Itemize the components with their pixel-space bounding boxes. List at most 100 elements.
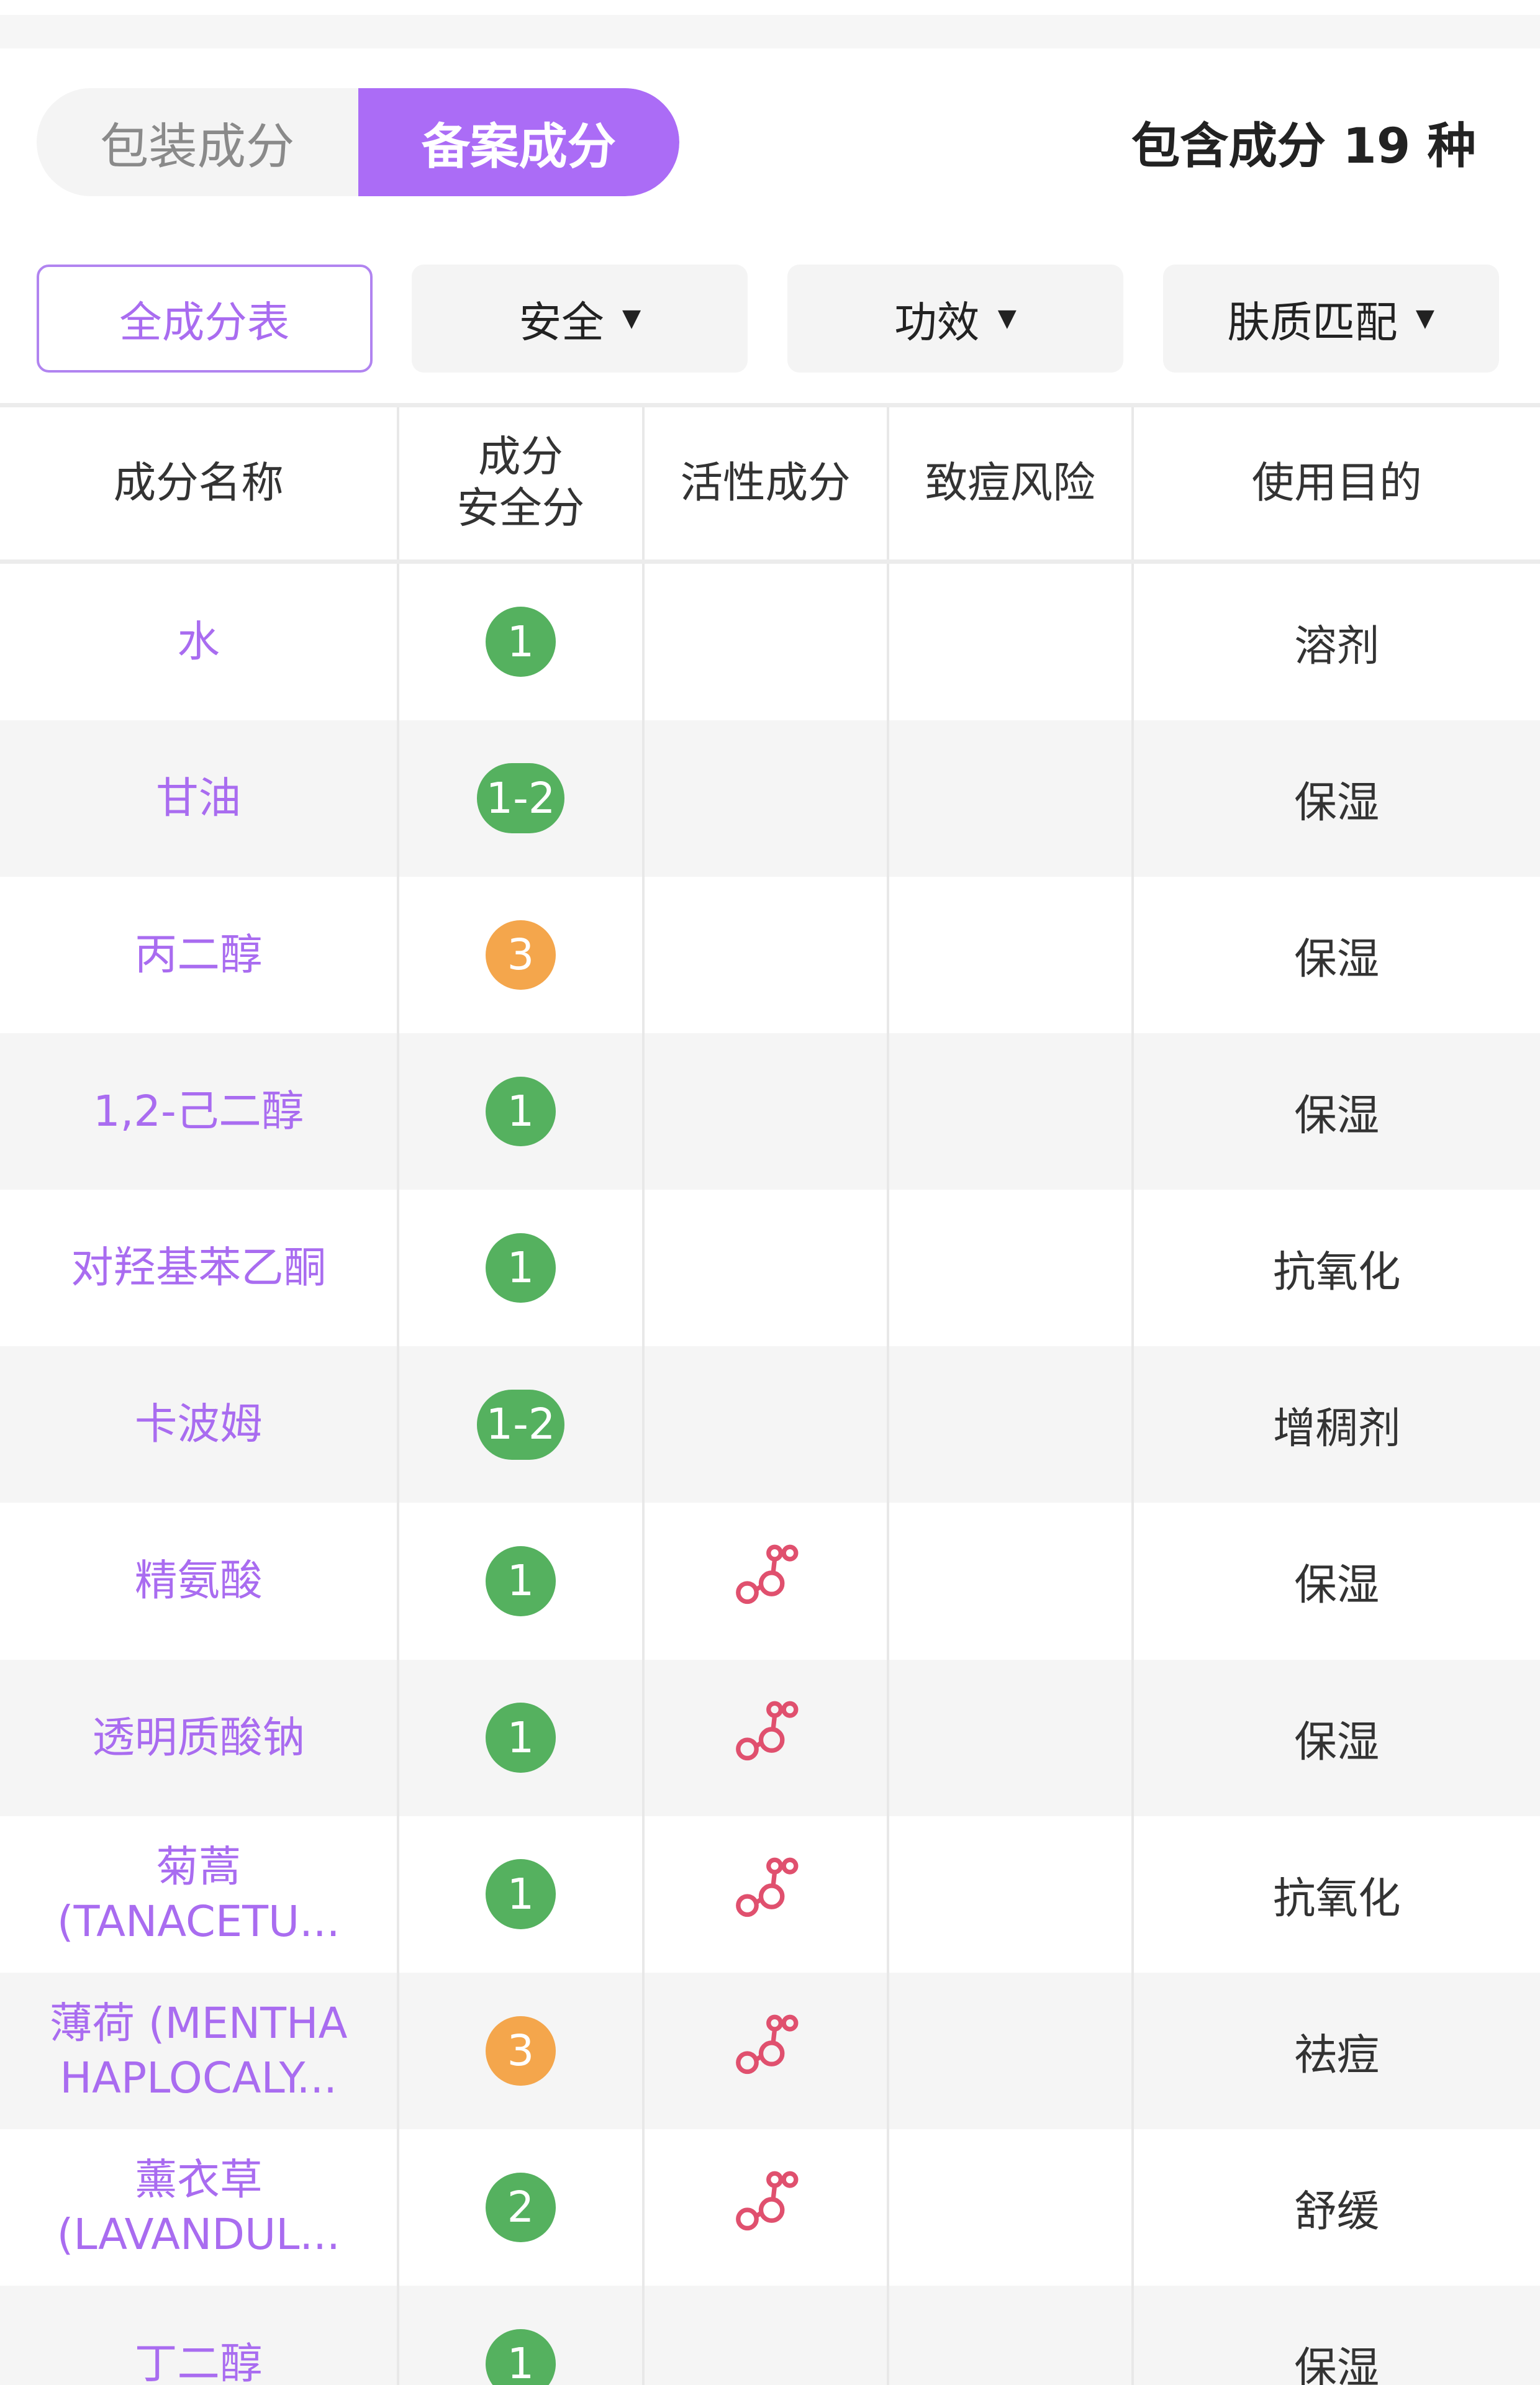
active-cell [643, 1190, 889, 1347]
purpose-cell: 抗氧化 [1272, 1247, 1401, 1298]
ingredient-name[interactable]: 透明质酸钠 [0, 1659, 400, 1816]
acne-risk-cell [887, 1659, 1134, 1816]
table-row[interactable]: 薄荷 (MENTHA HAPLOCALY... 3 祛痘 [0, 1972, 1540, 2129]
acne-risk-cell [887, 1190, 1134, 1347]
col-header-active: 活性成分 [643, 402, 889, 564]
acne-risk-cell [887, 1816, 1134, 1973]
ingredient-name[interactable]: 1,2-己二醇 [0, 1033, 400, 1190]
safety-score-badge: 1 [486, 1233, 556, 1303]
table-row[interactable]: 水 1 溶剂 [0, 561, 1540, 720]
table-row[interactable]: 卡波姆 1-2 增稠剂 [0, 1346, 1540, 1503]
safety-score-badge: 2 [486, 2172, 556, 2243]
purpose-cell: 保湿 [1132, 720, 1540, 877]
safety-score-cell: 3 [398, 876, 645, 1033]
filter-all-ingredients[interactable]: 全成分表 [36, 264, 373, 373]
safety-score-cell: 1 [398, 1190, 645, 1347]
acne-risk-cell [887, 876, 1134, 1033]
tab-packaging-ingredients[interactable]: 包装成分 [99, 118, 295, 175]
ingredient-name[interactable]: 甘油 [0, 720, 400, 877]
caret-down-icon: ▼ [1415, 304, 1434, 333]
table-row[interactable]: 菊蒿 (TANACETU... 1 抗氧化 [0, 1816, 1540, 1973]
safety-score-cell: 1-2 [398, 1346, 645, 1503]
caret-down-icon: ▼ [997, 304, 1017, 333]
active-cell [643, 720, 889, 877]
acne-risk-cell [887, 720, 1134, 877]
col-header-name: 成分名称 [0, 402, 400, 564]
acne-risk-cell [887, 1346, 1134, 1503]
active-cell [643, 1816, 889, 1973]
safety-score-badge: 3 [486, 2016, 556, 2086]
ingredient-count: 包含成分 19 种 [1131, 118, 1476, 175]
top-divider [0, 15, 1540, 49]
filter-label: 全成分表 [119, 297, 290, 348]
ingredient-name[interactable]: 丙二醇 [0, 876, 400, 1033]
purpose-cell: 祛痘 [1132, 1972, 1540, 2129]
filter-skin-type-dropdown[interactable]: 肤质匹配 ▼ [1162, 264, 1499, 373]
ingredient-table: 成分名称 成分 安全分 活性成分 致痘风险 使用目的 水 1 溶剂 甘油 1-2 保湿 丙二… [0, 402, 1540, 2385]
active-cell [643, 1033, 889, 1190]
ingredient-name[interactable]: 丁二醇 [0, 2286, 400, 2385]
purpose-cell: 保湿 [1294, 934, 1380, 984]
safety-score-badge: 1 [486, 1703, 556, 1773]
filter-label: 肤质匹配 [1227, 297, 1398, 348]
table-row[interactable]: 丙二醇 3 保湿 [0, 876, 1540, 1033]
ingredient-name[interactable]: 水 [0, 561, 400, 720]
acne-risk-cell [887, 2286, 1134, 2385]
safety-score-cell: 1 [398, 561, 645, 720]
ingredient-name[interactable]: 薰衣草 (LAVANDUL... [0, 2129, 400, 2286]
safety-score-cell: 1 [398, 1503, 645, 1660]
active-cell [643, 1346, 889, 1503]
purpose-cell: 保湿 [1132, 1659, 1540, 1816]
acne-risk-cell [887, 561, 1134, 720]
active-cell [643, 2286, 889, 2385]
safety-score-badge: 1 [486, 2328, 556, 2385]
acne-risk-cell [887, 2129, 1134, 2286]
safety-score-badge: 1 [486, 1546, 556, 1616]
table-row[interactable]: 对羟基苯乙酮 1 抗氧化 [0, 1190, 1540, 1347]
table-row[interactable]: 丁二醇 1 保湿 [0, 2286, 1540, 2385]
safety-score-cell: 1 [398, 1816, 645, 1973]
purpose-cell: 保湿 [1294, 1560, 1380, 1611]
ingredient-name[interactable]: 精氨酸 [0, 1503, 400, 1660]
table-row[interactable]: 透明质酸钠 1 保湿 [0, 1659, 1540, 1816]
ingredient-name[interactable]: 对羟基苯乙酮 [0, 1190, 400, 1347]
molecule-icon [732, 2014, 799, 2089]
safety-score-cell: 1 [398, 1033, 645, 1190]
filter-efficacy-dropdown[interactable]: 功效 ▼ [787, 264, 1124, 373]
active-cell [643, 2129, 889, 2286]
acne-risk-cell [887, 1503, 1134, 1660]
purpose-cell: 溶剂 [1294, 621, 1380, 671]
molecule-icon [732, 1701, 799, 1776]
table-row[interactable]: 1,2-己二醇 1 保湿 [0, 1033, 1540, 1190]
table-row[interactable]: 薰衣草 (LAVANDUL... 2 舒缓 [0, 2129, 1540, 2286]
filter-safety-dropdown[interactable]: 安全 ▼ [412, 264, 748, 373]
safety-score-badge: 1-2 [476, 763, 565, 834]
purpose-cell: 保湿 [1132, 2286, 1540, 2385]
safety-score-cell: 1-2 [398, 720, 645, 877]
molecule-icon [732, 1858, 799, 1933]
ingredient-name[interactable]: 卡波姆 [0, 1346, 400, 1503]
tab-registered-ingredients[interactable]: 备案成分 [358, 88, 680, 196]
safety-score-cell: 2 [398, 2129, 645, 2286]
acne-risk-cell [887, 1033, 1134, 1190]
caret-down-icon: ▼ [622, 304, 641, 333]
col-header-acne-risk: 致痘风险 [887, 402, 1134, 564]
table-row[interactable]: 甘油 1-2 保湿 [0, 720, 1540, 877]
purpose-cell: 增稠剂 [1132, 1346, 1540, 1503]
active-cell [643, 561, 889, 720]
molecule-icon [732, 2171, 799, 2246]
safety-score-badge: 1 [486, 1859, 556, 1929]
filter-bar: 全成分表 安全 ▼ 功效 ▼ 肤质匹配 ▼ [36, 264, 1499, 373]
active-cell [643, 1659, 889, 1816]
safety-score-badge: 1 [486, 607, 556, 677]
ingredient-name[interactable]: 菊蒿 (TANACETU... [0, 1816, 400, 1973]
ingredient-name[interactable]: 薄荷 (MENTHA HAPLOCALY... [0, 1972, 400, 2129]
ingredient-source-toggle: 包装成分 备案成分 [36, 88, 680, 196]
purpose-cell: 舒缓 [1294, 2186, 1380, 2237]
purpose-cell: 保湿 [1132, 1033, 1540, 1190]
molecule-icon [732, 1544, 799, 1620]
acne-risk-cell [887, 1972, 1134, 2129]
active-cell [643, 1972, 889, 2129]
table-row[interactable]: 精氨酸 1 保湿 [0, 1503, 1540, 1660]
